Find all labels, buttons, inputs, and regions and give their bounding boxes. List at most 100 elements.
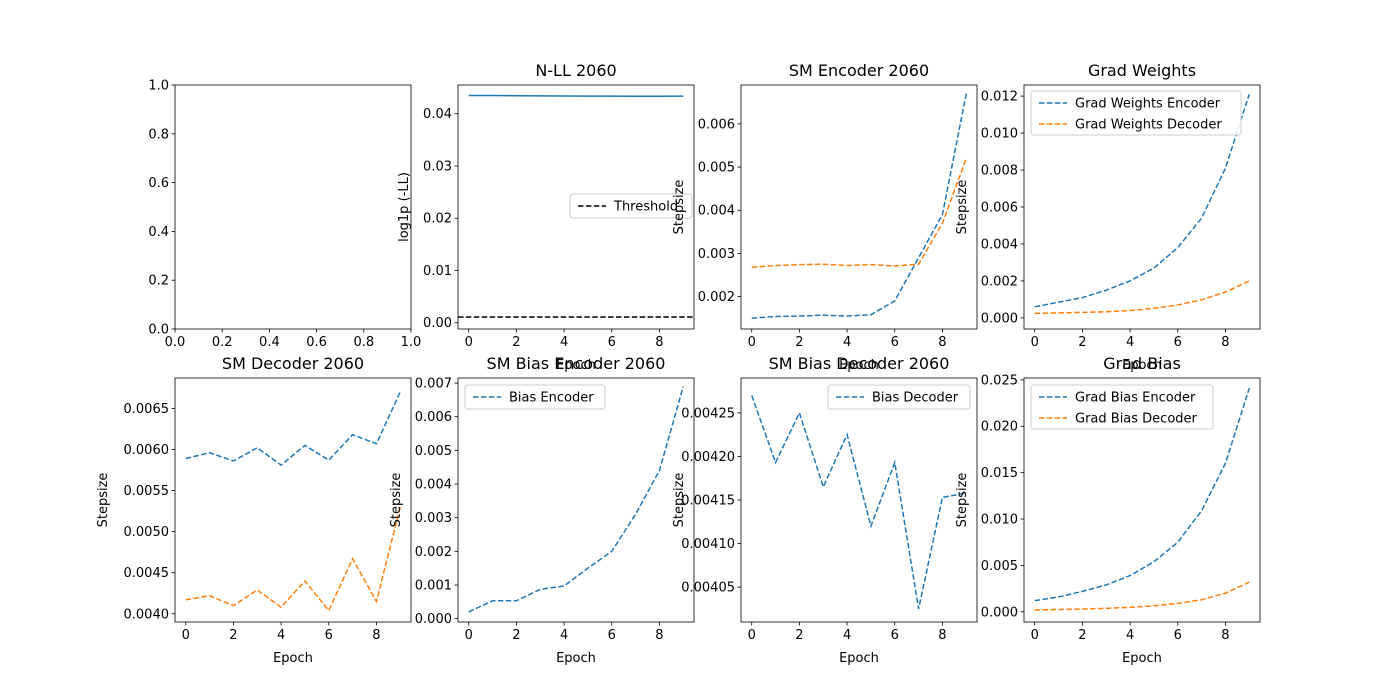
series-line-1 [468,94,684,97]
y-tick-label: 0.01 [423,264,452,279]
x-axis-label: Epoch [839,358,879,373]
axes-frame [740,84,978,330]
legend-entry: Bias Encoder [509,391,594,406]
subplot-title: N-LL 2060 [535,61,616,80]
x-tick-label: 6 [891,335,899,350]
x-tick-label: 0.0 [165,335,186,350]
x-tick-label: 4 [843,335,851,350]
legend-entry: Grad Bias Encoder [1075,391,1196,406]
y-tick-label: 0.002 [698,290,735,305]
x-axis-label: Epoch [839,651,879,666]
y-tick-label: 0.000 [415,612,452,627]
x-tick-label: 8 [1221,335,1229,350]
y-tick-label: 0.008 [981,164,1018,179]
series-line-1 [185,391,401,467]
y-tick-label: 0.002 [415,545,452,560]
legend: Threshold [569,193,693,219]
x-tick-label: 6 [325,628,333,643]
x-tick-label: 4 [1126,628,1134,643]
y-tick-label: 0.005 [981,559,1018,574]
y-tick-label: 0.003 [698,247,735,262]
y-tick-label: 1.0 [148,79,169,94]
x-tick-label: 2 [229,628,237,643]
legend-entry: Threshold [613,200,678,215]
x-tick-label: 8 [372,628,380,643]
y-tick-label: 0.012 [981,90,1018,105]
axes-frame [174,84,412,330]
axes-frame [1023,377,1261,623]
series-line-2 [185,506,401,612]
y-tick-label: 0.010 [981,513,1018,528]
y-tick-label: 0.02 [423,212,452,227]
series-line-2 [1034,280,1250,315]
subplot-title: SM Bias Encoder 2060 [487,354,666,373]
x-tick-label: 0 [465,628,473,643]
y-tick-label: 0.004 [981,237,1018,252]
y-tick-label: 0.015 [981,466,1018,481]
x-axis-label: Epoch [556,358,596,373]
series-line-1 [1034,387,1250,602]
y-tick-label: 0.000 [981,311,1018,326]
x-tick-label: 8 [1221,628,1229,643]
series-line-1 [751,93,968,319]
legend: Grad Weights Encoder Grad Weights Decoder [1030,90,1242,136]
subplot-8: 0 2 4 6 8 0.000 0.005 0.010 0.015 0.020 0.025 Grad … [955,354,1261,666]
y-tick-label: 0.00420 [681,450,735,465]
x-tick-label: 4 [277,628,285,643]
x-tick-label: 6 [1174,335,1182,350]
y-tick-label: 0.00415 [681,494,735,509]
x-tick-label: 0.4 [259,335,280,350]
y-tick-label: 0.0055 [124,484,170,499]
y-tick-label: 0.001 [415,578,452,593]
y-tick-label: 0.00405 [681,581,735,596]
legend: Grad Bias Encoder Grad Bias Decoder [1030,384,1214,430]
y-axis-label: Stepsize [389,473,404,528]
x-tick-label: 0.8 [353,335,374,350]
x-axis-label: Epoch [273,651,313,666]
legend-entry: Grad Weights Encoder [1075,97,1221,112]
y-axis-label: Stepsize [672,180,687,235]
x-tick-label: 1.0 [401,335,422,350]
y-tick-label: 0.004 [698,204,735,219]
y-tick-label: 0.010 [981,127,1018,142]
y-tick-label: 0.0060 [124,443,170,458]
x-tick-label: 8 [938,335,946,350]
x-tick-label: 6 [891,628,899,643]
x-tick-label: 6 [1174,628,1182,643]
subplot-4: 0 2 4 6 8 0.000 0.002 0.004 0.006 0.008 0.010 0.012… [955,61,1261,373]
series-line-2 [751,158,967,268]
x-tick-label: 4 [560,628,568,643]
x-tick-label: 6 [608,628,616,643]
y-tick-label: 0.002 [981,274,1018,289]
y-tick-label: 0.006 [698,117,735,132]
y-axis-label: Stepsize [96,473,111,528]
y-tick-label: 0.005 [698,161,735,176]
y-tick-label: 0.00 [423,316,452,331]
y-axis-label: Stepsize [955,473,970,528]
x-tick-label: 2 [795,335,803,350]
subplot-title: Grad Bias [1103,354,1181,373]
subplot-1: 0.0 0.2 0.4 0.6 0.8 1.0 0.0 0.2 0.4 0.6 0.8 1.0 [148,79,421,351]
x-tick-label: 2 [1078,335,1086,350]
y-tick-label: 0.003 [415,511,452,526]
subplot-2: 0 2 4 6 8 0.00 0.01 0.02 0.03 0.04 N-LL 2060 Epoch l… [397,61,695,373]
x-tick-label: 0 [748,335,756,350]
x-tick-label: 0 [182,628,190,643]
y-tick-label: 0.8 [148,127,169,142]
x-tick-label: 8 [655,335,663,350]
x-tick-label: 6 [608,335,616,350]
subplot-title: SM Encoder 2060 [789,61,929,80]
series-line-1 [468,386,684,613]
x-tick-label: 8 [655,628,663,643]
x-tick-label: 2 [512,628,520,643]
x-tick-label: 4 [1126,335,1134,350]
y-tick-label: 0.000 [981,605,1018,620]
subplot-title: SM Bias Decoder 2060 [769,354,950,373]
subplot-title: Grad Weights [1088,61,1196,80]
y-tick-label: 0.004 [415,478,452,493]
x-tick-label: 0 [465,335,473,350]
x-tick-label: 0 [1031,628,1039,643]
y-tick-label: 0.025 [981,373,1018,388]
x-tick-label: 2 [795,628,803,643]
y-tick-label: 0.04 [423,107,452,122]
